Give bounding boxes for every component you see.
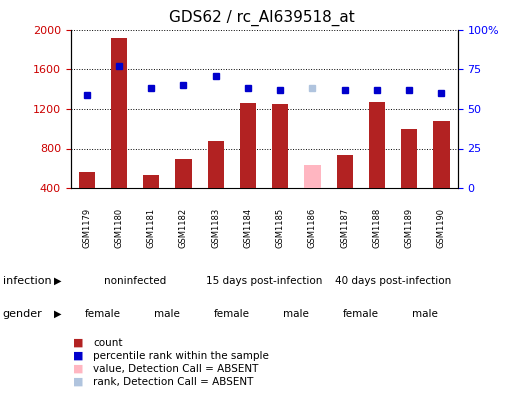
Text: ■: ■ — [73, 337, 84, 348]
Bar — [143, 175, 160, 188]
Text: male: male — [154, 309, 180, 319]
Text: GDS62 / rc_AI639518_at: GDS62 / rc_AI639518_at — [168, 10, 355, 26]
Text: GSM1185: GSM1185 — [276, 208, 285, 248]
Text: value, Detection Call = ABSENT: value, Detection Call = ABSENT — [93, 364, 258, 374]
Text: ■: ■ — [73, 364, 84, 374]
Text: 15 days post-infection: 15 days post-infection — [206, 276, 322, 286]
Text: GSM1182: GSM1182 — [179, 208, 188, 248]
Bar — [434, 121, 450, 188]
Text: GSM1180: GSM1180 — [115, 208, 123, 248]
Bar — [337, 155, 353, 188]
Text: female: female — [214, 309, 250, 319]
Bar — [111, 38, 127, 188]
Text: ■: ■ — [73, 377, 84, 387]
Text: GSM1189: GSM1189 — [405, 208, 414, 248]
Text: GSM1187: GSM1187 — [340, 208, 349, 248]
Text: GSM1190: GSM1190 — [437, 208, 446, 248]
Bar — [272, 105, 288, 188]
Text: GSM1179: GSM1179 — [82, 208, 91, 248]
Text: 40 days post-infection: 40 days post-infection — [335, 276, 451, 286]
Text: male: male — [413, 309, 438, 319]
Text: GSM1186: GSM1186 — [308, 208, 317, 248]
Text: GSM1184: GSM1184 — [244, 208, 253, 248]
Bar — [78, 172, 95, 188]
Text: GSM1188: GSM1188 — [372, 208, 381, 248]
Text: percentile rank within the sample: percentile rank within the sample — [93, 350, 269, 361]
Bar — [304, 165, 321, 188]
Text: female: female — [85, 309, 121, 319]
Text: GSM1183: GSM1183 — [211, 208, 220, 248]
Text: count: count — [93, 337, 122, 348]
Text: rank, Detection Call = ABSENT: rank, Detection Call = ABSENT — [93, 377, 254, 387]
Text: gender: gender — [3, 309, 42, 319]
Text: ▶: ▶ — [54, 309, 62, 319]
Bar — [401, 129, 417, 188]
Text: noninfected: noninfected — [104, 276, 166, 286]
Bar — [208, 141, 224, 188]
Text: infection: infection — [3, 276, 51, 286]
Text: female: female — [343, 309, 379, 319]
Bar — [175, 159, 191, 188]
Bar — [240, 103, 256, 188]
Text: GSM1181: GSM1181 — [147, 208, 156, 248]
Text: ■: ■ — [73, 350, 84, 361]
Bar — [369, 103, 385, 188]
Text: ▶: ▶ — [54, 276, 62, 286]
Text: male: male — [283, 309, 309, 319]
